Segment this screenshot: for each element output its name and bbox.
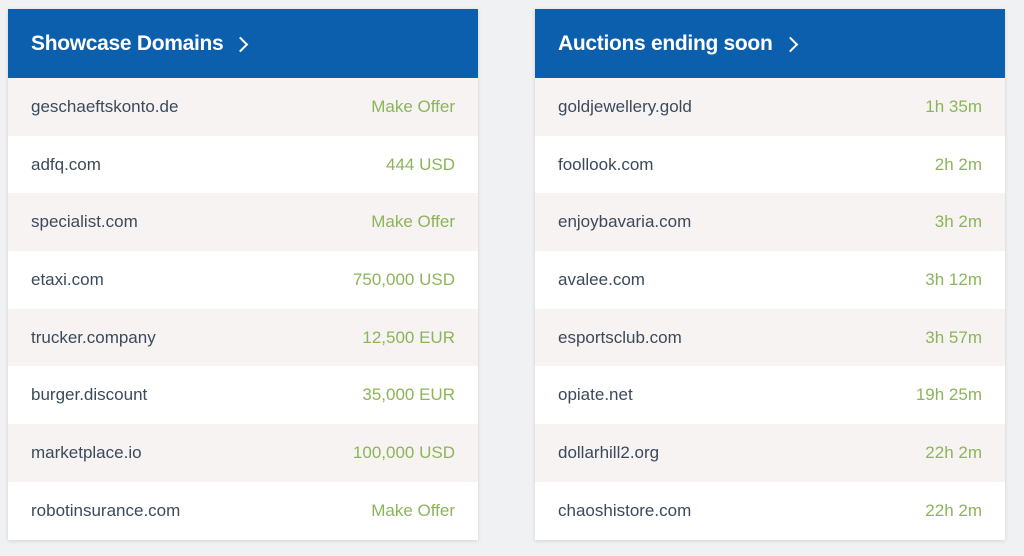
list-item[interactable]: opiate.net 19h 25m [535,366,1005,425]
domain-name-link[interactable]: adfq.com [31,154,101,174]
time-remaining: 1h 35m [925,96,982,116]
domain-name-link[interactable]: opiate.net [558,385,633,405]
chevron-right-icon [782,36,798,52]
list-item[interactable]: marketplace.io 100,000 USD [8,424,478,482]
list-item[interactable]: esportsclub.com 3h 57m [535,308,1005,367]
list-item[interactable]: dollarhill2.org 22h 2m [535,424,1005,482]
showcase-domains-panel: Showcase Domains geschaeftskonto.de Make… [8,9,478,540]
domain-name-link[interactable]: enjoybavaria.com [558,212,692,232]
showcase-domains-header-link[interactable]: Showcase Domains [8,9,478,78]
price-value: 35,000 EUR [362,385,455,405]
price-value: Make Offer [371,500,455,520]
list-item[interactable]: burger.discount 35,000 EUR [8,366,478,425]
domain-name-link[interactable]: avalee.com [558,269,645,289]
time-remaining: 19h 25m [915,385,982,405]
list-item[interactable]: trucker.company 12,500 EUR [8,308,478,367]
price-value: 750,000 USD [352,269,455,289]
time-remaining: 3h 2m [934,212,982,232]
domain-name-link[interactable]: foollook.com [558,154,654,174]
domain-name-link[interactable]: dollarhill2.org [558,442,660,462]
domain-name-link[interactable]: trucker.company [31,327,156,347]
auctions-ending-soon-header-link[interactable]: Auctions ending soon [535,9,1005,78]
auctions-ending-soon-panel: Auctions ending soon goldjewellery.gold … [535,9,1005,540]
time-remaining: 3h 12m [925,269,982,289]
list-item[interactable]: goldjewellery.gold 1h 35m [535,78,1005,136]
chevron-right-icon [233,36,249,52]
domain-name-link[interactable]: etaxi.com [31,269,104,289]
domain-name-link[interactable]: robotinsurance.com [31,500,181,520]
time-remaining: 22h 2m [925,500,982,520]
price-value: Make Offer [371,212,455,232]
auctions-ending-soon-title: Auctions ending soon [558,31,773,55]
list-item[interactable]: adfq.com 444 USD [8,135,478,194]
price-value: 12,500 EUR [362,327,455,347]
domain-name-link[interactable]: chaoshistore.com [558,500,692,520]
price-value: 100,000 USD [352,442,455,462]
auctions-list: goldjewellery.gold 1h 35m foollook.com 2… [535,78,1005,540]
time-remaining: 22h 2m [925,442,982,462]
price-value: Make Offer [371,96,455,116]
domain-name-link[interactable]: goldjewellery.gold [558,96,692,116]
domain-name-link[interactable]: burger.discount [31,385,148,405]
domain-name-link[interactable]: marketplace.io [31,442,142,462]
time-remaining: 3h 57m [925,327,982,347]
price-value: 444 USD [386,154,455,174]
domain-name-link[interactable]: specialist.com [31,212,138,232]
list-item[interactable]: enjoybavaria.com 3h 2m [535,193,1005,252]
list-item[interactable]: specialist.com Make Offer [8,193,478,252]
showcase-domains-list: geschaeftskonto.de Make Offer adfq.com 4… [8,78,478,540]
domain-name-link[interactable]: geschaeftskonto.de [31,96,179,116]
list-item[interactable]: chaoshistore.com 22h 2m [535,481,1005,540]
showcase-domains-title: Showcase Domains [31,31,224,55]
list-item[interactable]: geschaeftskonto.de Make Offer [8,78,478,136]
list-item[interactable]: foollook.com 2h 2m [535,135,1005,194]
list-item[interactable]: avalee.com 3h 12m [535,251,1005,309]
list-item[interactable]: robotinsurance.com Make Offer [8,481,478,540]
list-item[interactable]: etaxi.com 750,000 USD [8,251,478,309]
domain-name-link[interactable]: esportsclub.com [558,327,682,347]
time-remaining: 2h 2m [934,154,982,174]
